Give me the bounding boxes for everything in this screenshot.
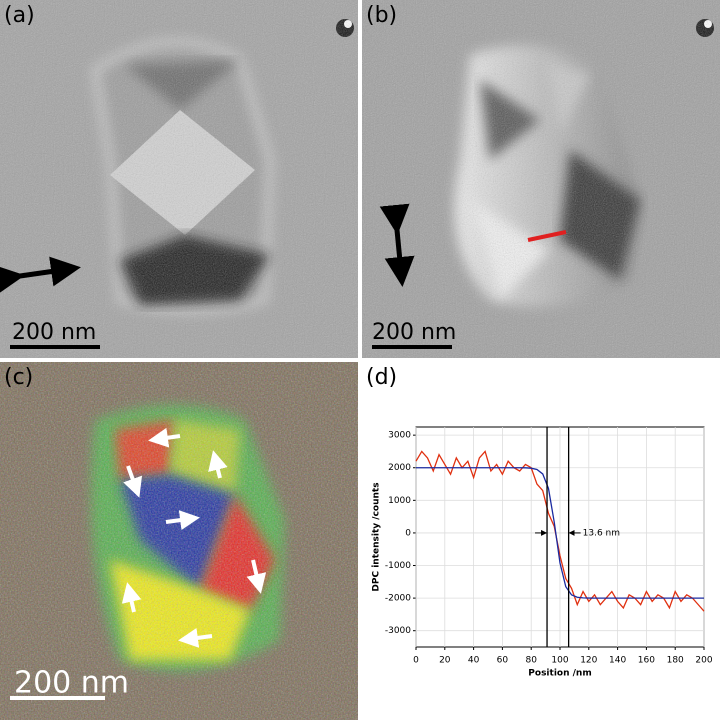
x-tick-label: 80 <box>525 656 537 666</box>
y-tick-label: -3000 <box>385 626 411 636</box>
panel-b-image <box>362 0 720 358</box>
y-tick-label: 0 <box>405 528 411 538</box>
panel-label: (b) <box>366 3 397 28</box>
x-tick-label: 100 <box>551 656 568 666</box>
x-tick-label: 160 <box>638 656 655 666</box>
panel-a-image <box>0 0 358 358</box>
x-tick-label: 40 <box>468 656 480 666</box>
x-tick-label: 0 <box>413 656 419 666</box>
panel-c-image <box>0 362 358 720</box>
y-tick-label: -2000 <box>385 594 411 604</box>
y-axis-label: DPC intensity /counts <box>372 482 382 591</box>
y-tick-label: -1000 <box>385 561 411 571</box>
scale-bar-label: 200 nm <box>372 320 456 345</box>
x-axis-label: Position /nm <box>528 669 591 679</box>
panel-label: (d) <box>366 365 397 390</box>
x-tick-label: 60 <box>497 656 509 666</box>
scale-bar-label: 200 nm <box>12 320 96 345</box>
annotation: 13.6 nm <box>583 528 620 538</box>
line-series <box>415 450 705 612</box>
panel-label: (c) <box>4 365 33 390</box>
x-tick-label: 120 <box>580 656 597 666</box>
y-tick-label: 2000 <box>388 463 411 473</box>
x-tick-label: 20 <box>439 656 451 666</box>
x-tick-label: 200 <box>695 656 712 666</box>
scale-bar-label: 200 nm <box>14 666 129 701</box>
y-tick-label: 3000 <box>388 431 411 441</box>
x-tick-label: 180 <box>667 656 684 666</box>
line-series <box>416 467 704 599</box>
panel-label: (a) <box>4 3 35 28</box>
plot: -3000 -2000 -1000 0 1000 2000 3000 0 20 40 60 80 100… <box>385 427 713 666</box>
x-tick-label: 140 <box>609 656 626 666</box>
y-tick-label: 1000 <box>388 496 411 506</box>
